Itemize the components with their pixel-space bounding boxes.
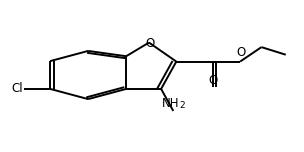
Text: O: O <box>237 45 246 59</box>
Text: O: O <box>145 37 154 50</box>
Text: O: O <box>208 74 217 87</box>
Text: NH: NH <box>161 97 179 110</box>
Text: 2: 2 <box>179 101 185 110</box>
Text: Cl: Cl <box>11 82 23 95</box>
